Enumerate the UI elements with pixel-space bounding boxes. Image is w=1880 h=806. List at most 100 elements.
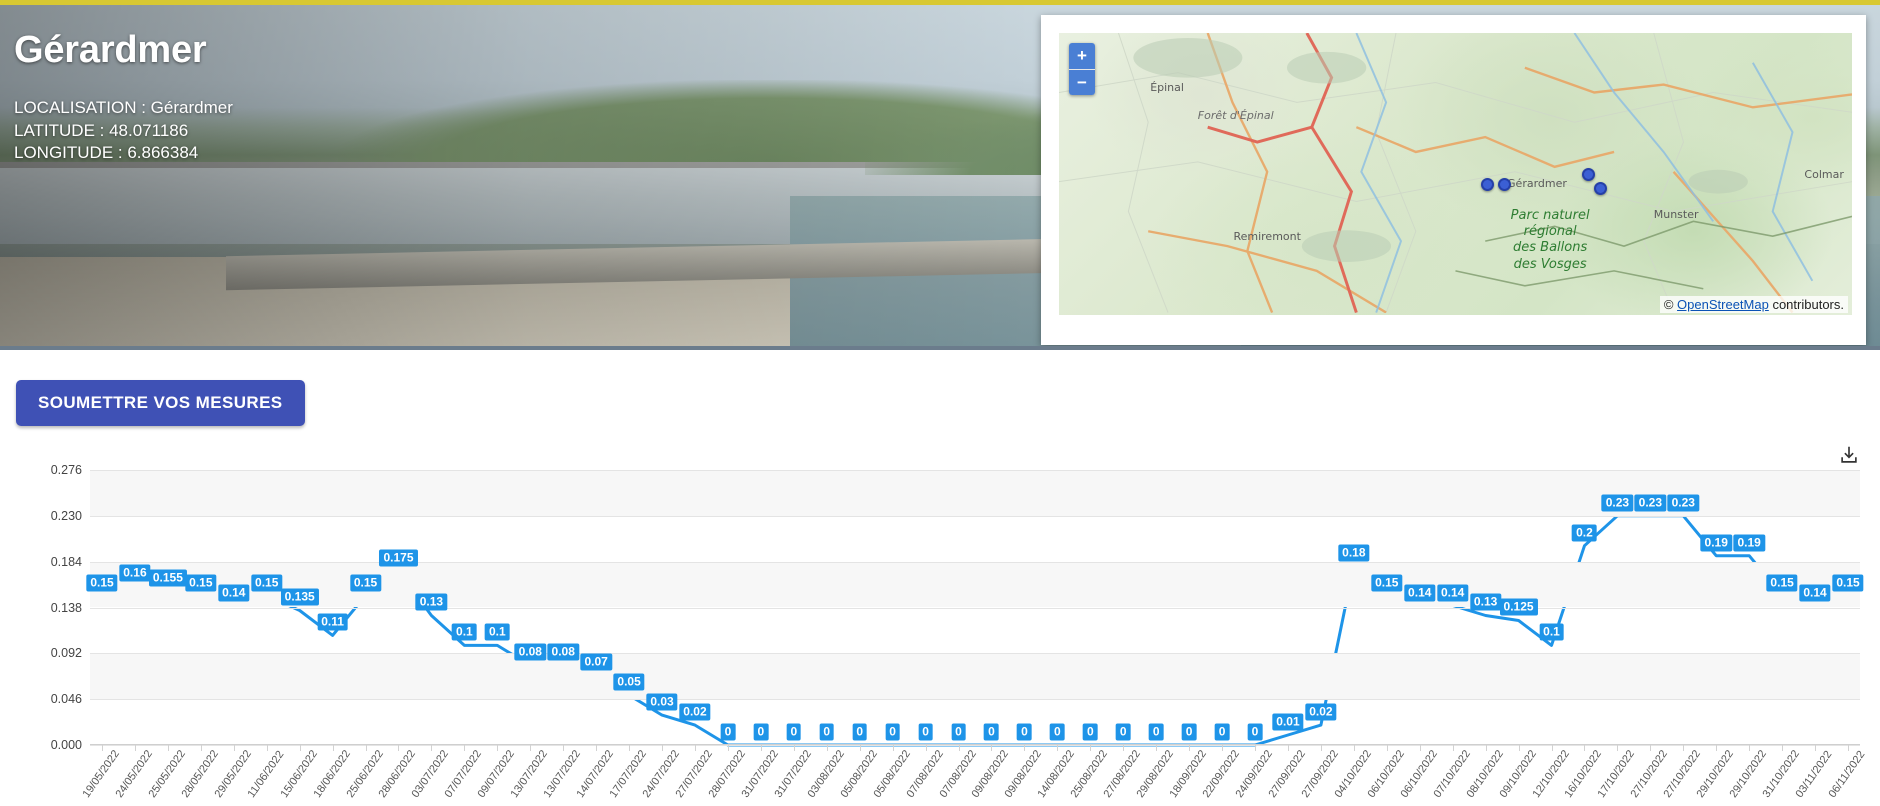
chart-data-label[interactable]: 0.11 — [317, 613, 348, 631]
map-card[interactable]: + − Épinal Forêt d'Épinal Remiremont Gér… — [1041, 15, 1866, 345]
chart-data-label[interactable]: 0.15 — [1766, 574, 1798, 592]
chart-x-axis-line — [90, 744, 1860, 745]
chart-data-label[interactable]: 0 — [951, 723, 966, 741]
map-label-gerardmer: Gérardmer — [1507, 176, 1567, 190]
map-label-remiremont: Remiremont — [1233, 230, 1301, 244]
map-label-parc-naturel: Parc naturel régional des Ballons des Vosge… — [1510, 207, 1590, 272]
chart-data-label[interactable]: 0.19 — [1733, 534, 1765, 552]
map-zoom-out-button[interactable]: − — [1069, 69, 1095, 95]
chart-data-label[interactable]: 0 — [1181, 723, 1197, 741]
chart-data-label[interactable]: 0.14 — [218, 584, 250, 601]
chart-y-tick-label: 0.184 — [50, 554, 82, 569]
map-label-foret-epinal: Forêt d'Épinal — [1197, 109, 1274, 123]
chart-data-label[interactable]: 0.23 — [1601, 494, 1634, 512]
chart-data-label[interactable]: 0 — [1017, 723, 1032, 741]
chart-data-label[interactable]: 0.1 — [1539, 623, 1564, 641]
chart-data-label[interactable]: 0 — [720, 723, 736, 741]
chart-data-label[interactable]: 0.02 — [679, 703, 711, 721]
chart-data-label[interactable]: 0.15 — [349, 574, 382, 592]
chart-x-tick — [925, 745, 927, 751]
attribution-copyright: © — [1663, 297, 1674, 312]
attribution-suffix: contributors. — [1772, 297, 1844, 312]
chart-data-label[interactable]: 0.175 — [379, 549, 418, 567]
chart-data-label[interactable]: 0 — [918, 723, 933, 741]
chart-data-label[interactable]: 0 — [1247, 723, 1263, 741]
chart-data-label[interactable]: 0.1 — [484, 623, 510, 641]
openstreetmap-link[interactable]: OpenStreetMap — [1677, 297, 1769, 312]
chart-data-label[interactable]: 0 — [1082, 723, 1098, 741]
chart-data-label[interactable]: 0.13 — [1469, 593, 1502, 611]
chart-data-label[interactable]: 0.18 — [1338, 544, 1370, 562]
chart-x-tick — [1617, 745, 1619, 751]
map-viewport[interactable]: + − Épinal Forêt d'Épinal Remiremont Gér… — [1059, 33, 1852, 315]
chart-gridline — [90, 745, 1860, 746]
chart-data-label[interactable]: 0.14 — [1436, 584, 1469, 601]
chart-y-tick-label: 0.092 — [50, 646, 82, 661]
chart-data-label[interactable]: 0 — [1148, 723, 1164, 741]
map-marker-station-4[interactable] — [1594, 182, 1608, 196]
chart-data-label[interactable]: 0 — [1050, 723, 1065, 741]
chart-y-tick-label: 0.138 — [50, 600, 82, 615]
measurements-chart: 0.000 0.046 0.092 0.138 0.184 0.230 0.276 0.15 0… — [12, 440, 1868, 806]
chart-data-label[interactable]: 0 — [786, 723, 802, 741]
download-icon[interactable] — [1838, 444, 1860, 466]
chart-data-label[interactable]: 0.15 — [86, 574, 118, 592]
chart-data-label[interactable]: 0.03 — [646, 693, 678, 711]
chart-x-tick — [1255, 745, 1257, 751]
chart-data-label[interactable]: 0.19 — [1700, 534, 1732, 552]
chart-gridline — [90, 653, 1860, 655]
chart-data-label[interactable]: 0.1 — [452, 623, 477, 641]
chart-data-label[interactable]: 0 — [753, 723, 769, 741]
chart-data-label[interactable]: 0.07 — [580, 653, 612, 671]
chart-plot-area[interactable]: 0.000 0.046 0.092 0.138 0.184 0.230 0.276 0.15 0… — [51, 463, 1864, 752]
chart-x-tick — [1683, 745, 1685, 751]
localisation-line: LOCALISATION : Gérardmer — [14, 97, 233, 117]
map-marker-station-2[interactable] — [1497, 178, 1511, 192]
chart-x-tick — [727, 745, 729, 751]
chart-x-tick — [694, 745, 696, 751]
chart-data-label[interactable]: 0.15 — [251, 574, 283, 592]
chart-x-tick — [1749, 745, 1751, 751]
chart-x-tick — [958, 745, 960, 751]
chart-data-label[interactable]: 0.15 — [1371, 574, 1403, 592]
map-label-colmar: Colmar — [1804, 168, 1844, 182]
chart-data-label[interactable]: 0.16 — [119, 564, 151, 582]
chart-data-label[interactable]: 0.2 — [1572, 524, 1597, 542]
chart-data-label[interactable]: 0.135 — [280, 588, 319, 606]
chart-data-label[interactable]: 0.02 — [1305, 703, 1337, 721]
chart-x-tick — [1090, 745, 1092, 751]
chart-data-label[interactable]: 0.155 — [148, 569, 187, 587]
chart-x-tick — [1123, 745, 1125, 751]
chart-data-label[interactable]: 0 — [885, 723, 900, 741]
chart-data-label[interactable]: 0.08 — [514, 643, 546, 661]
chart-data-label[interactable]: 0.05 — [613, 673, 645, 691]
chart-data-label[interactable]: 0.15 — [185, 574, 217, 592]
chart-data-label[interactable]: 0 — [1115, 723, 1131, 741]
chart-data-label[interactable]: 0.14 — [1404, 584, 1436, 601]
chart-data-label[interactable]: 0 — [819, 723, 835, 741]
chart-data-label[interactable]: 0.15 — [1832, 574, 1864, 592]
chart-data-label[interactable]: 0 — [852, 723, 868, 741]
location-hero-banner: Gérardmer LOCALISATION : Gérardmer LATIT… — [0, 0, 1880, 350]
chart-x-tick — [1024, 745, 1026, 751]
chart-data-label[interactable]: 0.125 — [1499, 598, 1538, 616]
chart-data-label[interactable]: 0 — [984, 723, 999, 741]
chart-data-label[interactable]: 0.01 — [1272, 713, 1304, 731]
chart-x-tick — [1222, 745, 1224, 751]
chart-data-label[interactable]: 0.13 — [415, 593, 448, 611]
chart-x-tick — [233, 745, 235, 751]
map-marker-station-1[interactable] — [1480, 178, 1494, 192]
chart-gridline — [90, 607, 1860, 609]
chart-data-label[interactable]: 0.23 — [1667, 494, 1699, 512]
chart-data-label[interactable]: 0.14 — [1799, 584, 1831, 601]
chart-y-tick-label: 0.230 — [50, 508, 82, 523]
latitude-line: LATITUDE : 48.071186 — [14, 120, 189, 140]
chart-data-label[interactable]: 0 — [1214, 723, 1230, 741]
map-marker-station-3[interactable] — [1582, 168, 1596, 182]
chart-data-label[interactable]: 0.08 — [547, 643, 579, 661]
map-zoom-in-button[interactable]: + — [1069, 43, 1095, 69]
map-label-epinal: Épinal — [1150, 80, 1184, 94]
map-zoom-controls[interactable]: + − — [1069, 43, 1095, 95]
submit-measures-button[interactable]: SOUMETTRE VOS MESURES — [16, 380, 305, 426]
chart-data-label[interactable]: 0.23 — [1634, 494, 1667, 512]
